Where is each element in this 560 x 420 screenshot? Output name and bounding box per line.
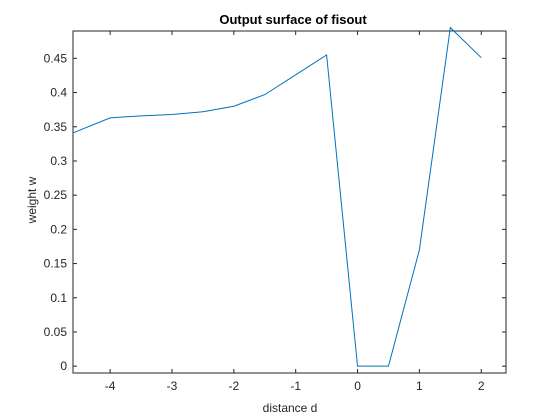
x-tick-label: -3 bbox=[167, 379, 178, 393]
y-tick-label: 0.35 bbox=[44, 120, 68, 134]
x-tick-label: 1 bbox=[416, 379, 423, 393]
y-tick-label: 0.4 bbox=[50, 86, 67, 100]
x-tick-label: 0 bbox=[354, 379, 361, 393]
y-tick-label: 0.3 bbox=[50, 154, 67, 168]
y-tick-label: 0.1 bbox=[50, 291, 67, 305]
y-tick-label: 0.45 bbox=[44, 51, 68, 65]
x-tick-label: 2 bbox=[478, 379, 485, 393]
y-tick-label: 0.05 bbox=[44, 325, 68, 339]
x-tick-label: -1 bbox=[290, 379, 301, 393]
x-tick-label: -4 bbox=[105, 379, 116, 393]
y-tick-label: 0.2 bbox=[50, 222, 67, 236]
plot-area bbox=[73, 31, 506, 373]
x-tick-label: -2 bbox=[228, 379, 239, 393]
y-tick-label: 0.15 bbox=[44, 257, 68, 271]
y-tick-label: 0.25 bbox=[44, 188, 68, 202]
y-axis-label: weight w bbox=[25, 176, 39, 224]
y-tick-label: 0 bbox=[60, 359, 67, 373]
chart-title: Output surface of fisout bbox=[219, 12, 367, 27]
x-axis-label: distance d bbox=[263, 401, 318, 415]
